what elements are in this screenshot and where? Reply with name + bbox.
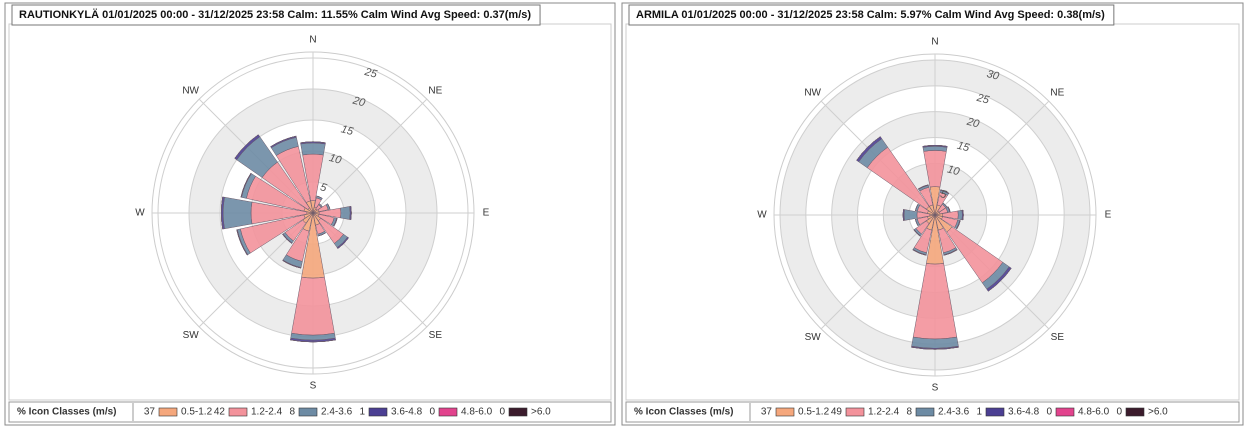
radial-tick-label: 25 (362, 66, 379, 81)
spoke (312, 98, 428, 214)
radial-tick-label: 5 (939, 188, 949, 201)
legend-percent: 1 (976, 407, 982, 418)
sector-segment (221, 196, 223, 230)
legend-swatch (158, 407, 178, 417)
legend-percent: 49 (831, 407, 843, 418)
sector-segment (912, 249, 927, 256)
sector-segment (300, 141, 326, 144)
direction-label: N (309, 35, 316, 46)
sector-segment (943, 202, 948, 207)
sector-segment (316, 195, 323, 199)
legend-percent: 0 (429, 407, 435, 418)
legend-percent: 42 (214, 407, 226, 418)
sector-segment (918, 184, 929, 190)
legend-swatch (438, 407, 458, 417)
direction-label: NE (1050, 87, 1064, 98)
direction-label: SE (1051, 332, 1065, 343)
sector-segment (957, 209, 963, 221)
direction-label: SE (429, 330, 443, 341)
radial-tick-label: 30 (985, 68, 1001, 83)
legend-swatch (1125, 407, 1145, 417)
legend-title: % Icon Classes (m/s) (17, 407, 116, 418)
legend-swatch (1055, 407, 1075, 417)
legend-percent: 1 (359, 407, 365, 418)
direction-label: E (483, 208, 490, 219)
chart-title: RAUTIONKYLÄ 01/01/2025 00:00 - 31/12/202… (19, 8, 531, 21)
spoke (820, 214, 936, 330)
direction-label: SW (805, 332, 822, 343)
legend-percent: 0 (1116, 407, 1122, 418)
radial-tick-label: 10 (328, 152, 344, 167)
sector-segment (340, 206, 351, 220)
radial-tick-label: 25 (974, 92, 991, 107)
radial-tick-label: 20 (351, 94, 368, 109)
legend-percent: 8 (289, 407, 295, 418)
radial-tick-label: 10 (946, 163, 962, 178)
legend-label: >6.0 (1148, 407, 1168, 418)
direction-label: NW (804, 87, 821, 98)
legend-label: 0.5-1.2 (798, 407, 830, 418)
direction-label: NW (182, 85, 199, 96)
legend-label: 1.2-2.4 (868, 407, 900, 418)
wind-rose-panel: ARMILA 01/01/2025 00:00 - 31/12/2025 23:… (621, 2, 1244, 426)
legend-swatch (298, 407, 318, 417)
legend-label: 3.6-4.8 (1008, 407, 1040, 418)
legend-label: 3.6-4.8 (391, 407, 423, 418)
legend-label: 1.2-2.4 (251, 407, 283, 418)
legend-label: 2.4-3.6 (938, 407, 970, 418)
legend-label: 4.8-6.0 (461, 407, 493, 418)
legend-percent: 0 (1046, 407, 1052, 418)
sector-segment (236, 229, 248, 256)
radial-tick-label: 20 (965, 115, 982, 130)
sector-segment (947, 206, 951, 212)
sector-segment (911, 346, 959, 350)
wind-rose-panel: RAUTIONKYLÄ 01/01/2025 00:00 - 31/12/202… (4, 2, 616, 426)
legend-swatch (845, 407, 865, 417)
legend-label: 2.4-3.6 (321, 407, 353, 418)
title-tab (628, 4, 1115, 26)
radial-tick-label: 15 (956, 140, 972, 155)
direction-label: W (135, 208, 145, 219)
direction-label: E (1105, 210, 1112, 221)
legend-swatch (985, 407, 1005, 417)
spoke (934, 100, 1050, 216)
direction-label: S (310, 381, 317, 392)
sector-segment (282, 234, 292, 244)
legend-swatch (915, 407, 935, 417)
direction-label: NE (428, 85, 442, 96)
legend-percent: 37 (144, 407, 156, 418)
direction-label: S (932, 383, 939, 394)
legend-title: % Icon Classes (m/s) (634, 407, 733, 418)
legend-label: 0.5-1.2 (181, 407, 213, 418)
sector-segment (282, 260, 301, 269)
sector-segment (222, 196, 253, 230)
sector-segment (300, 142, 326, 156)
sector-segment (270, 135, 297, 147)
title-tab (11, 4, 541, 26)
sector-segment (337, 237, 349, 249)
radial-tick-label: 15 (340, 123, 356, 138)
direction-label: SW (183, 330, 200, 341)
legend-swatch (508, 407, 528, 417)
legend-swatch (368, 407, 388, 417)
chart-title: ARMILA 01/01/2025 00:00 - 31/12/2025 23:… (636, 9, 1105, 21)
legend-percent: 8 (906, 407, 912, 418)
legend-swatch (775, 407, 795, 417)
legend-label: >6.0 (531, 407, 551, 418)
direction-label: W (757, 210, 767, 221)
direction-label: N (931, 37, 938, 48)
legend-percent: 0 (499, 407, 505, 418)
legend-percent: 37 (761, 407, 773, 418)
radial-tick-label: 5 (319, 181, 329, 194)
legend-swatch (228, 407, 248, 417)
legend-label: 4.8-6.0 (1078, 407, 1110, 418)
